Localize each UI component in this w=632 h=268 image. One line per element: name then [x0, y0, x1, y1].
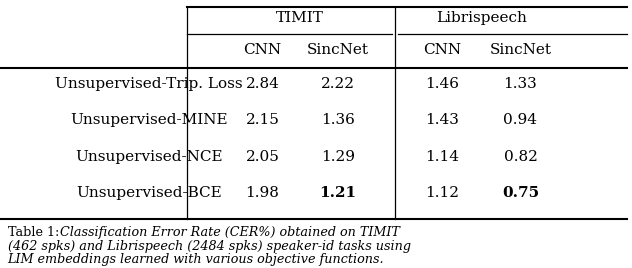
Text: 1.33: 1.33 — [504, 77, 537, 91]
Text: Classification Error Rate (CER%) obtained on TIMIT: Classification Error Rate (CER%) obtaine… — [60, 226, 400, 239]
Text: Unsupervised-Trip. Loss: Unsupervised-Trip. Loss — [56, 77, 243, 91]
Text: SincNet: SincNet — [307, 43, 369, 57]
Text: 1.98: 1.98 — [246, 186, 279, 200]
Text: 2.15: 2.15 — [246, 113, 279, 127]
Text: 0.94: 0.94 — [504, 113, 537, 127]
Text: 1.14: 1.14 — [425, 150, 459, 164]
Text: SincNet: SincNet — [490, 43, 552, 57]
Text: CNN: CNN — [423, 43, 461, 57]
Text: TIMIT: TIMIT — [276, 11, 324, 25]
Text: LIM embeddings learned with various objective functions.: LIM embeddings learned with various obje… — [8, 253, 384, 266]
Text: 1.12: 1.12 — [425, 186, 459, 200]
Text: Table 1:: Table 1: — [8, 226, 63, 239]
Text: CNN: CNN — [243, 43, 282, 57]
Text: (462 spks) and Librispeech (2484 spks) speaker-id tasks using: (462 spks) and Librispeech (2484 spks) s… — [8, 240, 411, 253]
Text: 1.43: 1.43 — [425, 113, 459, 127]
Text: 0.82: 0.82 — [504, 150, 537, 164]
Text: Librispeech: Librispeech — [435, 11, 526, 25]
Text: 1.46: 1.46 — [425, 77, 459, 91]
Text: 2.22: 2.22 — [321, 77, 355, 91]
Text: 1.36: 1.36 — [321, 113, 355, 127]
Text: 1.29: 1.29 — [321, 150, 355, 164]
Text: Unsupervised-BCE: Unsupervised-BCE — [76, 186, 222, 200]
Text: 0.75: 0.75 — [502, 186, 539, 200]
Text: Unsupervised-MINE: Unsupervised-MINE — [70, 113, 228, 127]
Text: Unsupervised-NCE: Unsupervised-NCE — [75, 150, 223, 164]
Text: 2.05: 2.05 — [246, 150, 279, 164]
Text: 1.21: 1.21 — [319, 186, 356, 200]
Text: 2.84: 2.84 — [246, 77, 279, 91]
